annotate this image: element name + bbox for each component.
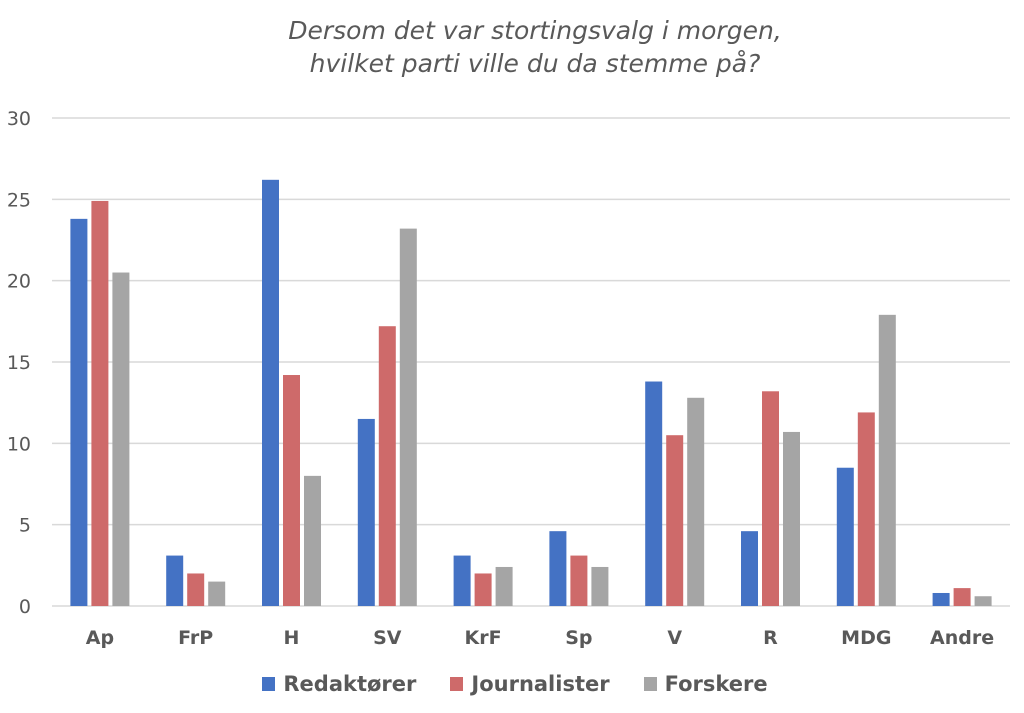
bars bbox=[70, 179, 992, 606]
x-category-label: SV bbox=[373, 627, 402, 649]
y-tick-label: 30 bbox=[7, 108, 31, 130]
bar-r-0 bbox=[741, 531, 758, 606]
legend-label: Redaktører bbox=[283, 672, 417, 696]
legend-item: Journalister bbox=[450, 672, 610, 696]
bar-frp-0 bbox=[166, 555, 184, 606]
legend-label: Forskere bbox=[664, 672, 768, 696]
chart-title-line-2: hvilket parti ville du da stemme på? bbox=[309, 49, 761, 78]
bar-mdg-0 bbox=[836, 467, 854, 606]
y-tick-label: 20 bbox=[7, 271, 31, 293]
bar-ap-1 bbox=[91, 200, 109, 606]
bar-sp-2 bbox=[591, 566, 609, 606]
x-category-label: KrF bbox=[465, 627, 502, 649]
bar-sv-0 bbox=[357, 418, 375, 606]
y-tick-label: 15 bbox=[7, 352, 31, 374]
legend-swatch bbox=[450, 677, 464, 691]
bar-ap-0 bbox=[70, 218, 88, 606]
bar-sv-1 bbox=[378, 326, 396, 606]
legend-label: Journalister bbox=[471, 672, 610, 696]
x-category-label: V bbox=[667, 627, 682, 649]
bar-r-2 bbox=[783, 431, 800, 606]
x-category-label: Andre bbox=[930, 627, 994, 649]
y-axis-tick-labels: 0 5 10 15 20 25 30 bbox=[7, 108, 31, 618]
bar-krf-2 bbox=[495, 566, 513, 606]
x-category-label: Sp bbox=[565, 627, 592, 649]
bar-krf-0 bbox=[453, 555, 471, 606]
bar-h-2 bbox=[304, 475, 321, 606]
legend-item: Forskere bbox=[643, 672, 768, 696]
x-category-label: MDG bbox=[841, 627, 891, 649]
bar-mdg-1 bbox=[857, 412, 875, 606]
x-category-label: Ap bbox=[86, 627, 114, 649]
chart-title-line-1: Dersom det var stortingsvalg i morgen, bbox=[288, 16, 782, 45]
bar-ap-2 bbox=[112, 272, 130, 606]
bar-r-1 bbox=[762, 391, 779, 606]
legend-swatch bbox=[262, 677, 276, 691]
y-tick-label: 5 bbox=[19, 515, 31, 537]
y-tick-label: 10 bbox=[7, 433, 31, 455]
bar-frp-2 bbox=[208, 581, 226, 606]
bar-andre-2 bbox=[974, 596, 992, 606]
bar-h-0 bbox=[262, 179, 279, 606]
bar-frp-1 bbox=[187, 573, 205, 606]
bar-mdg-2 bbox=[878, 314, 896, 606]
bar-h-1 bbox=[283, 375, 300, 606]
y-tick-label: 25 bbox=[7, 189, 31, 211]
bar-v-2 bbox=[687, 397, 705, 606]
y-tick-label: 0 bbox=[19, 596, 31, 618]
bar-v-1 bbox=[666, 435, 684, 606]
bar-andre-1 bbox=[953, 588, 971, 606]
bar-sp-0 bbox=[549, 531, 567, 606]
chart-title: Dersom det var stortingsvalg i morgen, h… bbox=[0, 14, 1024, 80]
bar-v-0 bbox=[645, 381, 663, 606]
bar-krf-1 bbox=[474, 573, 492, 606]
x-axis-category-labels: Ap FrP H SV KrF Sp V R MDG Andre bbox=[86, 627, 994, 649]
x-category-label: R bbox=[763, 627, 778, 649]
x-category-label: H bbox=[284, 627, 300, 649]
legend: Redaktører Journalister Forskere bbox=[0, 672, 1024, 696]
legend-item: Redaktører bbox=[262, 672, 416, 696]
bar-sv-2 bbox=[399, 228, 417, 606]
bar-andre-0 bbox=[932, 592, 950, 606]
legend-swatch bbox=[643, 677, 657, 691]
x-category-label: FrP bbox=[178, 627, 213, 649]
bar-sp-1 bbox=[570, 555, 588, 606]
